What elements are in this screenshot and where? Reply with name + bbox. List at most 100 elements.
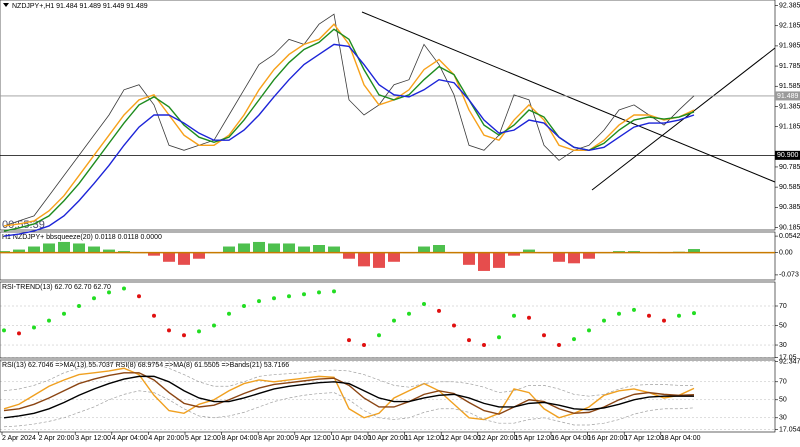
trend-dot — [62, 311, 66, 316]
trend-dot — [377, 333, 381, 338]
trend-dot — [692, 311, 696, 316]
series-line — [3, 375, 694, 419]
y-tick-label: 30 — [779, 415, 787, 422]
histogram-bar — [73, 243, 85, 253]
histogram-bar — [433, 244, 445, 253]
y-tick-label: 91.185 — [779, 123, 800, 130]
trend-dot — [482, 343, 486, 348]
price-label: 91.489 — [777, 93, 799, 100]
x-tick-label: 2 Apr 20:00 — [39, 435, 75, 442]
trend-dot — [452, 323, 456, 328]
trend-dot — [227, 311, 231, 316]
trend-dot — [467, 338, 471, 343]
trend-dot — [167, 328, 171, 333]
trend-dot — [407, 311, 411, 316]
bar-timer: 00:55:39 — [2, 219, 45, 231]
y-tick-label: 90.585 — [779, 184, 800, 191]
x-tick-label: 10 Apr 04:00 — [331, 435, 371, 442]
histogram-bar — [613, 251, 625, 253]
series-line — [3, 23, 695, 227]
y-tick-label: 92.185 — [779, 23, 800, 30]
trend-dot — [47, 318, 51, 323]
dropdown-icon[interactable] — [3, 3, 9, 7]
trend-dot — [107, 290, 111, 295]
y-tick-label: 0.0542 — [779, 233, 800, 240]
histogram-bar — [358, 252, 370, 267]
trend-dot — [677, 313, 681, 318]
trend-dot — [152, 313, 156, 318]
y-tick-label: -0.073 — [779, 272, 799, 279]
trend-dot — [257, 299, 261, 304]
histogram-bar — [388, 252, 400, 262]
x-tick-label: 11 Apr 12:00 — [405, 435, 444, 442]
histogram-bar — [28, 246, 40, 253]
trend-dot — [242, 304, 246, 308]
y-tick-label: 0.00 — [779, 249, 793, 256]
histogram-bar — [628, 251, 640, 253]
histogram-bar — [283, 243, 295, 253]
histogram-bar — [163, 252, 175, 262]
histogram-bar — [103, 249, 115, 253]
trend-dot — [542, 333, 546, 338]
histogram-bar — [148, 252, 160, 256]
histogram-bar — [508, 252, 520, 256]
x-tick-label: 5 Apr 12:00 — [185, 435, 221, 442]
histogram-bar — [0, 251, 10, 253]
histogram-bar — [43, 243, 55, 253]
x-tick-label: 3 Apr 12:00 — [75, 435, 111, 442]
y-tick-label: 92.3478 — [779, 359, 800, 366]
histogram-bar — [418, 246, 430, 253]
x-tick-label: 9 Apr 12:00 — [295, 435, 331, 442]
histogram-bar — [553, 252, 565, 262]
histogram-bar — [178, 252, 190, 265]
trend-dot — [32, 325, 36, 330]
trend-dot — [287, 294, 291, 299]
trend-dot — [197, 329, 201, 334]
price-label-box — [775, 150, 800, 160]
histogram-bar — [493, 252, 505, 268]
price-label: 90.900 — [777, 152, 799, 159]
histogram-panel — [0, 231, 776, 281]
trend-dot — [662, 318, 666, 323]
trend-dot — [362, 343, 366, 348]
series-line — [3, 367, 695, 421]
histogram-bar — [688, 249, 700, 253]
trend-dot — [272, 296, 276, 301]
rsi-trend-panel — [0, 281, 776, 359]
histogram-bar — [328, 246, 340, 253]
y-tick-label: 90.385 — [779, 204, 800, 211]
x-tick-label: 16 Apr 20:00 — [588, 435, 628, 442]
y-tick-label: 50 — [779, 322, 787, 329]
y-tick-label: 70 — [779, 379, 787, 386]
trend-dot — [302, 292, 306, 297]
trend-dot — [647, 313, 651, 318]
trend-dot — [2, 328, 6, 333]
histogram-bar — [13, 249, 25, 253]
trend-dot — [422, 302, 426, 307]
y-tick-label: 17.05 — [779, 355, 797, 362]
histogram-bar — [253, 241, 265, 253]
trend-dot — [92, 296, 96, 301]
histogram-bar — [523, 249, 535, 253]
histogram-bar — [568, 252, 580, 264]
histogram-bar — [298, 246, 310, 253]
histogram-bar — [223, 246, 235, 253]
y-tick-label: 30 — [779, 342, 787, 349]
y-tick-label: 90.785 — [779, 164, 800, 171]
price-label-box — [775, 91, 800, 101]
x-tick-label: 12 Apr 04:00 — [441, 435, 481, 442]
trend-dot — [332, 289, 336, 294]
x-tick-label: 8 Apr 04:00 — [222, 435, 258, 442]
y-tick-label: 70 — [779, 303, 787, 310]
x-tick-label: 12 Apr 20:00 — [478, 435, 518, 442]
trend-dot — [122, 286, 126, 291]
y-tick-label: 92.385 — [779, 2, 800, 9]
trend-dot — [137, 294, 141, 299]
x-tick-label: 10 Apr 20:00 — [368, 435, 408, 442]
trend-dot — [77, 304, 81, 308]
y-tick-label: 17.0546 — [779, 426, 800, 433]
trend-dot — [557, 343, 561, 348]
trend-dot — [392, 318, 396, 323]
main-panel — [0, 0, 776, 231]
